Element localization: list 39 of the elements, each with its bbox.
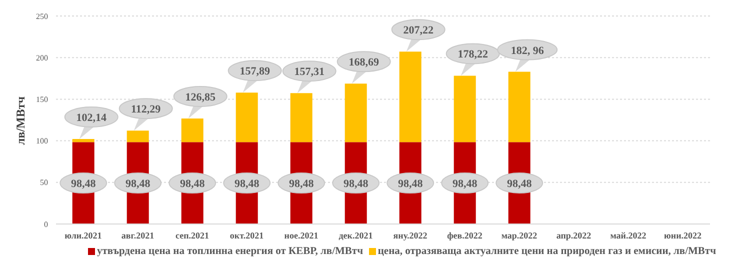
total-label: 207,22 [403,24,434,37]
total-label: 126,85 [185,91,216,104]
total-label: 182, 96 [510,44,544,57]
y-tick-label: 200 [36,53,48,62]
y-tick-label: 0 [44,220,48,229]
data-label: 98,48 [452,178,478,190]
x-tick-label: апр.2022 [556,230,592,240]
data-label: 98,48 [398,178,424,190]
data-label: 98,48 [343,178,369,190]
y-tick-label: 250 [36,12,48,21]
data-label: 98,48 [234,178,260,190]
x-tick-label: май.2022 [610,230,647,240]
total-label: 102,14 [76,112,107,124]
total-label: 168,69 [348,56,380,69]
x-tick-label: сеп.2021 [175,230,210,240]
x-tick-label: мар.2022 [501,230,538,240]
y-tick-label: 100 [36,136,48,146]
data-label: 98,48 [506,178,532,190]
y-tick-label: 50 [40,178,48,188]
y-axis-title: лв/МВтч [13,96,28,145]
x-tick-label: авг.2021 [121,230,155,240]
x-tick-label: ное.2021 [284,230,319,240]
data-label: 98,48 [288,178,314,190]
x-tick-label: юни.2022 [664,230,702,240]
y-tick-label: 150 [36,95,48,104]
data-label: 98,48 [70,178,96,190]
x-tick-label: юли.2021 [64,230,102,240]
total-label: 157,31 [294,66,324,78]
x-tick-label: дек.2021 [338,230,374,240]
x-tick-label: окт.2021 [230,230,264,240]
total-label: 157,89 [240,66,270,78]
legend-label: цена, отразяваща актуалните цени на природен газ и емисии, лв/МВтч [376,246,716,257]
x-tick-label: фев.2022 [447,230,483,240]
x-tick-label: яну.2022 [393,230,428,240]
legend-label: утвърдена цена на топлинна енергия от КЕВР, лв/МВтч [96,246,364,257]
total-label: 112,29 [131,104,162,116]
data-label: 98,48 [125,178,151,190]
total-label: 178,22 [458,48,488,61]
data-label: 98,48 [180,178,206,190]
